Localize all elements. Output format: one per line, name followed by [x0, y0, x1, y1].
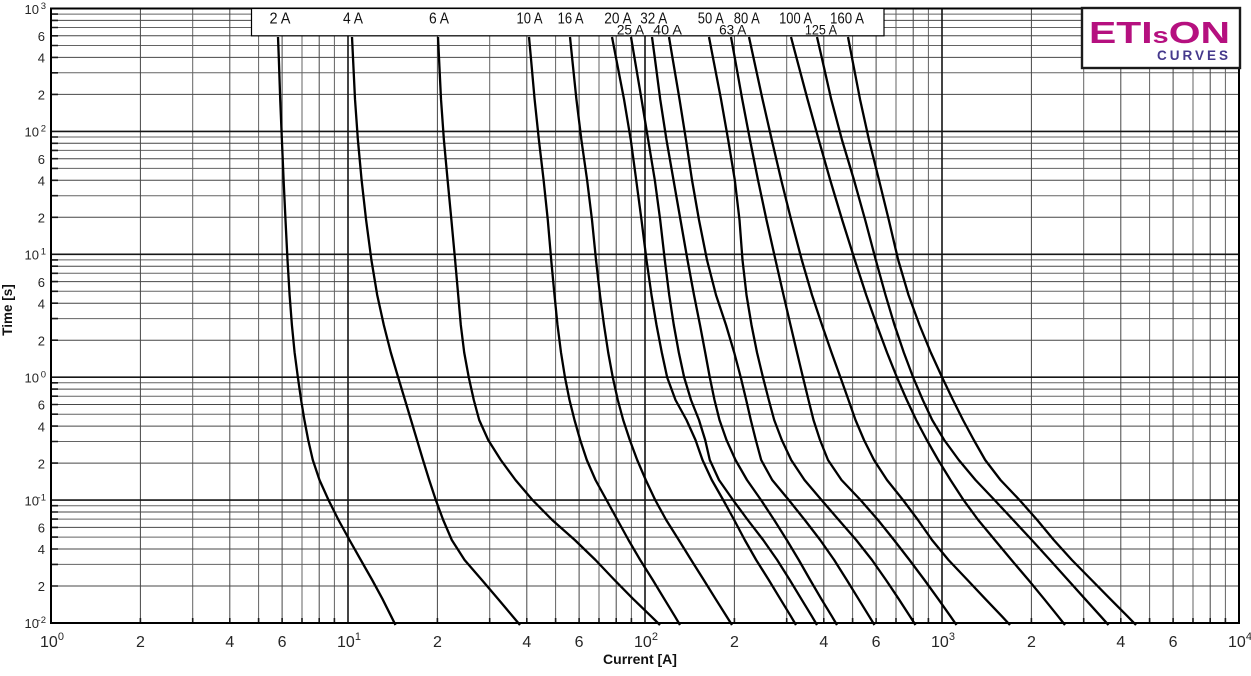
svg-text:0: 0: [41, 369, 46, 380]
svg-text:2: 2: [730, 634, 739, 651]
svg-text:160 A: 160 A: [830, 11, 864, 28]
svg-text:6: 6: [38, 521, 45, 536]
svg-text:4: 4: [38, 51, 45, 66]
svg-text:4: 4: [819, 634, 828, 651]
svg-text:50 A: 50 A: [698, 11, 724, 28]
svg-text:4: 4: [522, 634, 531, 651]
svg-text:80 A: 80 A: [734, 11, 760, 28]
svg-text:2: 2: [136, 634, 145, 651]
svg-text:103: 103: [931, 631, 955, 651]
svg-text:10: 10: [25, 125, 39, 140]
svg-text:10: 10: [25, 493, 39, 508]
svg-text:-2: -2: [38, 615, 46, 626]
svg-text:2: 2: [41, 124, 46, 135]
svg-text:2: 2: [38, 333, 45, 348]
svg-text:125 A: 125 A: [805, 22, 838, 38]
svg-text:Time [s]: Time [s]: [0, 284, 15, 336]
svg-text:CURVES: CURVES: [1157, 48, 1231, 63]
svg-text:25 A: 25 A: [617, 22, 645, 38]
svg-text:4: 4: [38, 296, 45, 311]
svg-text:4: 4: [225, 634, 234, 651]
svg-text:6: 6: [575, 634, 584, 651]
svg-text:6: 6: [38, 152, 45, 167]
svg-text:10: 10: [25, 616, 39, 631]
svg-text:6: 6: [38, 275, 45, 290]
svg-text:2: 2: [38, 88, 45, 103]
svg-text:32 A: 32 A: [640, 11, 667, 28]
svg-text:102: 102: [634, 631, 658, 651]
svg-text:40 A: 40 A: [653, 22, 682, 38]
svg-text:2 A: 2 A: [270, 11, 291, 28]
svg-text:10: 10: [25, 248, 39, 263]
svg-text:16 A: 16 A: [558, 11, 584, 28]
svg-text:Current [A]: Current [A]: [603, 651, 677, 667]
svg-text:6 A: 6 A: [429, 11, 449, 28]
svg-text:101: 101: [337, 631, 361, 651]
svg-text:100 A: 100 A: [779, 11, 812, 28]
svg-text:4: 4: [38, 542, 45, 557]
svg-text:2: 2: [38, 579, 45, 594]
svg-text:10: 10: [25, 2, 39, 17]
svg-text:10 A: 10 A: [517, 11, 543, 28]
svg-text:2: 2: [1027, 634, 1036, 651]
svg-text:6: 6: [1169, 634, 1178, 651]
svg-text:4: 4: [38, 419, 45, 434]
svg-text:6: 6: [872, 634, 881, 651]
svg-text:2: 2: [38, 211, 45, 226]
svg-text:2: 2: [433, 634, 442, 651]
svg-text:4 A: 4 A: [343, 11, 363, 28]
svg-text:10: 10: [25, 370, 39, 385]
svg-text:4: 4: [38, 174, 45, 189]
svg-text:3: 3: [41, 1, 46, 12]
svg-text:63 A: 63 A: [719, 22, 747, 38]
svg-text:6: 6: [278, 634, 287, 651]
svg-text:4: 4: [1116, 634, 1125, 651]
svg-text:6: 6: [38, 398, 45, 413]
svg-text:104: 104: [1228, 631, 1251, 651]
svg-text:20 A: 20 A: [604, 11, 632, 28]
svg-text:6: 6: [38, 29, 45, 44]
svg-text:2: 2: [38, 456, 45, 471]
svg-text:100: 100: [40, 631, 64, 651]
svg-text:-1: -1: [38, 492, 46, 503]
svg-text:1: 1: [41, 247, 46, 258]
